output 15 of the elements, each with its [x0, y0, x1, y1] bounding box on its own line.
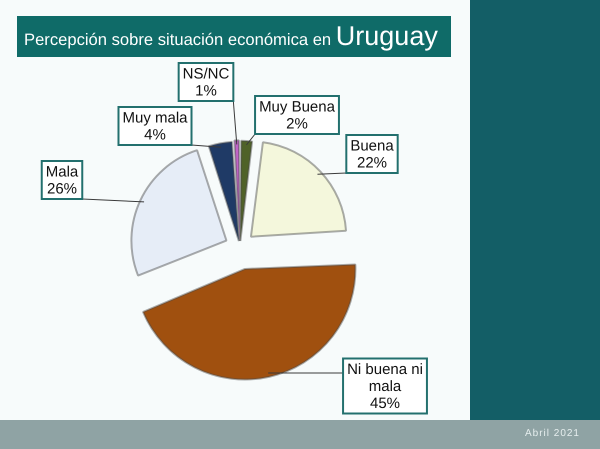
slice-label: Ni buena ni mala: [347, 361, 423, 396]
slice-label: Muy Buena: [259, 98, 336, 116]
slice-label: NS/NC: [182, 66, 230, 83]
slice-label: Buena: [350, 138, 394, 155]
data-label: 2%: [286, 116, 308, 133]
data-label: 4%: [144, 126, 166, 144]
chart-title: Percepción sobre situación económica en Uruguay: [24, 20, 438, 53]
slice-label: Mala: [46, 164, 79, 181]
data-label: 26%: [46, 180, 78, 198]
data-label: 1%: [195, 82, 217, 100]
data-label: 22%: [356, 154, 388, 172]
data-label: 45%: [370, 395, 400, 412]
title-banner: Percepción sobre situación económica en Uruguay: [17, 16, 451, 57]
text: Abril 2021: [524, 428, 580, 439]
slice-label: Muy mala: [122, 110, 188, 127]
